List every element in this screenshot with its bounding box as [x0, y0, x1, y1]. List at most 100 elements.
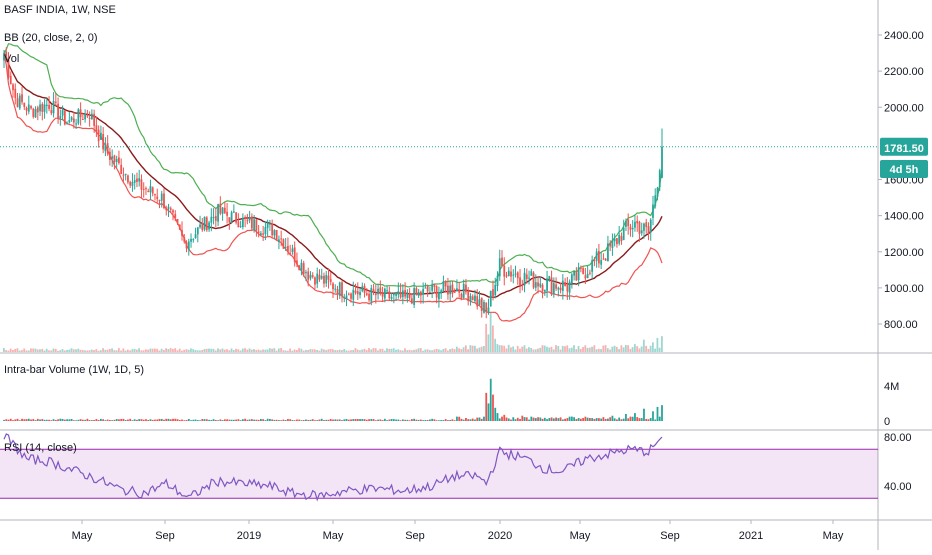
candle-body — [372, 289, 375, 293]
volume-bar — [555, 345, 557, 352]
candle-body — [167, 206, 170, 209]
candle-body — [142, 188, 145, 190]
intra-volume-bar — [95, 419, 98, 421]
intra-volume-bar — [534, 418, 537, 421]
intra-volume-bar — [88, 420, 91, 421]
intra-volume-bar — [433, 419, 436, 421]
candle-body — [460, 293, 463, 299]
volume-bar — [185, 349, 188, 352]
candle-body — [392, 294, 395, 296]
candle-body — [253, 219, 256, 231]
intra-volume-bar — [232, 419, 235, 421]
volume-bar — [14, 348, 17, 352]
volume-bar — [57, 350, 59, 352]
candle-body — [192, 239, 195, 241]
candle-body — [113, 155, 116, 163]
candle-body — [323, 275, 325, 284]
intra-volume-bar — [652, 411, 654, 421]
candle-body — [399, 292, 402, 298]
candle-body — [149, 186, 152, 193]
volume-bar — [41, 348, 44, 352]
volume-bar — [528, 347, 530, 352]
intra-volume-bar — [138, 419, 141, 421]
intra-volume-bar — [57, 419, 59, 421]
intra-volume-bar — [442, 420, 445, 421]
volume-bar — [250, 349, 253, 352]
candle-body — [408, 293, 411, 299]
volume-bar — [604, 345, 607, 352]
candle-body — [476, 296, 479, 307]
symbol-title[interactable]: BASF INDIA, 1W, NSE — [4, 4, 116, 16]
candle-body — [84, 113, 87, 120]
volume-bar — [618, 349, 620, 352]
candle-body — [151, 187, 154, 194]
candle-body — [106, 143, 109, 154]
volume-bar — [246, 349, 249, 352]
time-tick-label: 2020 — [488, 530, 512, 542]
volume-bar — [176, 350, 179, 352]
candle-body — [309, 274, 312, 279]
candle-body — [492, 289, 494, 297]
candle-body — [48, 104, 50, 109]
candle-body — [196, 227, 199, 235]
volume-bar — [343, 349, 346, 352]
candle-body — [561, 280, 564, 291]
intra-volume-bar — [525, 417, 528, 421]
volume-bar — [120, 350, 122, 352]
rsi-legend[interactable]: RSI (14, close) — [4, 442, 77, 454]
intra-volume-bar — [618, 417, 621, 421]
bb-legend[interactable]: BB (20, close, 2, 0) — [4, 32, 98, 44]
volume-bar — [32, 348, 35, 352]
candle-body — [332, 283, 334, 290]
intra-volume-bar — [122, 418, 125, 421]
candle-body — [548, 276, 551, 280]
intra-volume-bar — [573, 417, 576, 421]
candle-body — [645, 222, 648, 228]
price-axis[interactable]: 2400.002200.002000.001600.001400.001200.… — [878, 30, 924, 331]
intra-volume-bar — [66, 419, 68, 421]
candle-body — [564, 282, 567, 286]
intra-volume-bar — [570, 416, 573, 421]
intra-volume-bar — [43, 419, 46, 421]
volume-bar — [514, 349, 517, 352]
candle-body — [546, 278, 548, 291]
candle-body — [579, 267, 582, 269]
volume-bar — [264, 349, 267, 352]
intra-volume-bar — [638, 418, 641, 421]
intra-volume-bar — [70, 418, 73, 421]
volume-bar — [106, 349, 109, 352]
candle-body — [237, 221, 240, 228]
candle-body — [118, 157, 120, 164]
intra-volume-bar — [48, 419, 50, 421]
intra-volume-bar — [510, 419, 512, 421]
volume-bar — [66, 349, 68, 352]
time-axis[interactable]: May Sep 2019 May Sep 2020 May Sep 2021 May — [72, 520, 844, 542]
intra-volume-bar — [99, 418, 102, 421]
candle-body — [456, 288, 458, 292]
intra-volume-bar — [435, 420, 438, 421]
volume-bar — [458, 348, 460, 352]
candle-body — [201, 223, 204, 231]
candle-body — [528, 277, 530, 279]
volume-bar — [442, 348, 445, 352]
candle-body — [169, 208, 172, 210]
intra-bar-volume-legend[interactable]: Intra-bar Volume (1W, 1D, 5) — [4, 364, 144, 376]
volume-legend[interactable]: Vol — [4, 53, 20, 65]
candle-body — [627, 219, 630, 227]
intra-volume-bar — [483, 416, 485, 421]
candle-body — [327, 275, 330, 280]
intra-volume-bar — [7, 419, 10, 421]
intra-volume-bar — [199, 420, 201, 421]
price-tick-label: 2200.00 — [884, 66, 924, 78]
candle-body — [325, 275, 328, 284]
candle-body — [158, 199, 161, 201]
volume-bar — [505, 348, 508, 352]
intra-volume-bar — [413, 418, 416, 421]
bb-upper-line — [3, 43, 663, 288]
candle-body — [352, 289, 355, 300]
intra-volume-bar — [327, 419, 330, 421]
intra-volume-bar — [546, 419, 548, 421]
candle-body — [634, 221, 636, 228]
candle-body — [643, 223, 645, 231]
volume-bar — [325, 350, 328, 352]
